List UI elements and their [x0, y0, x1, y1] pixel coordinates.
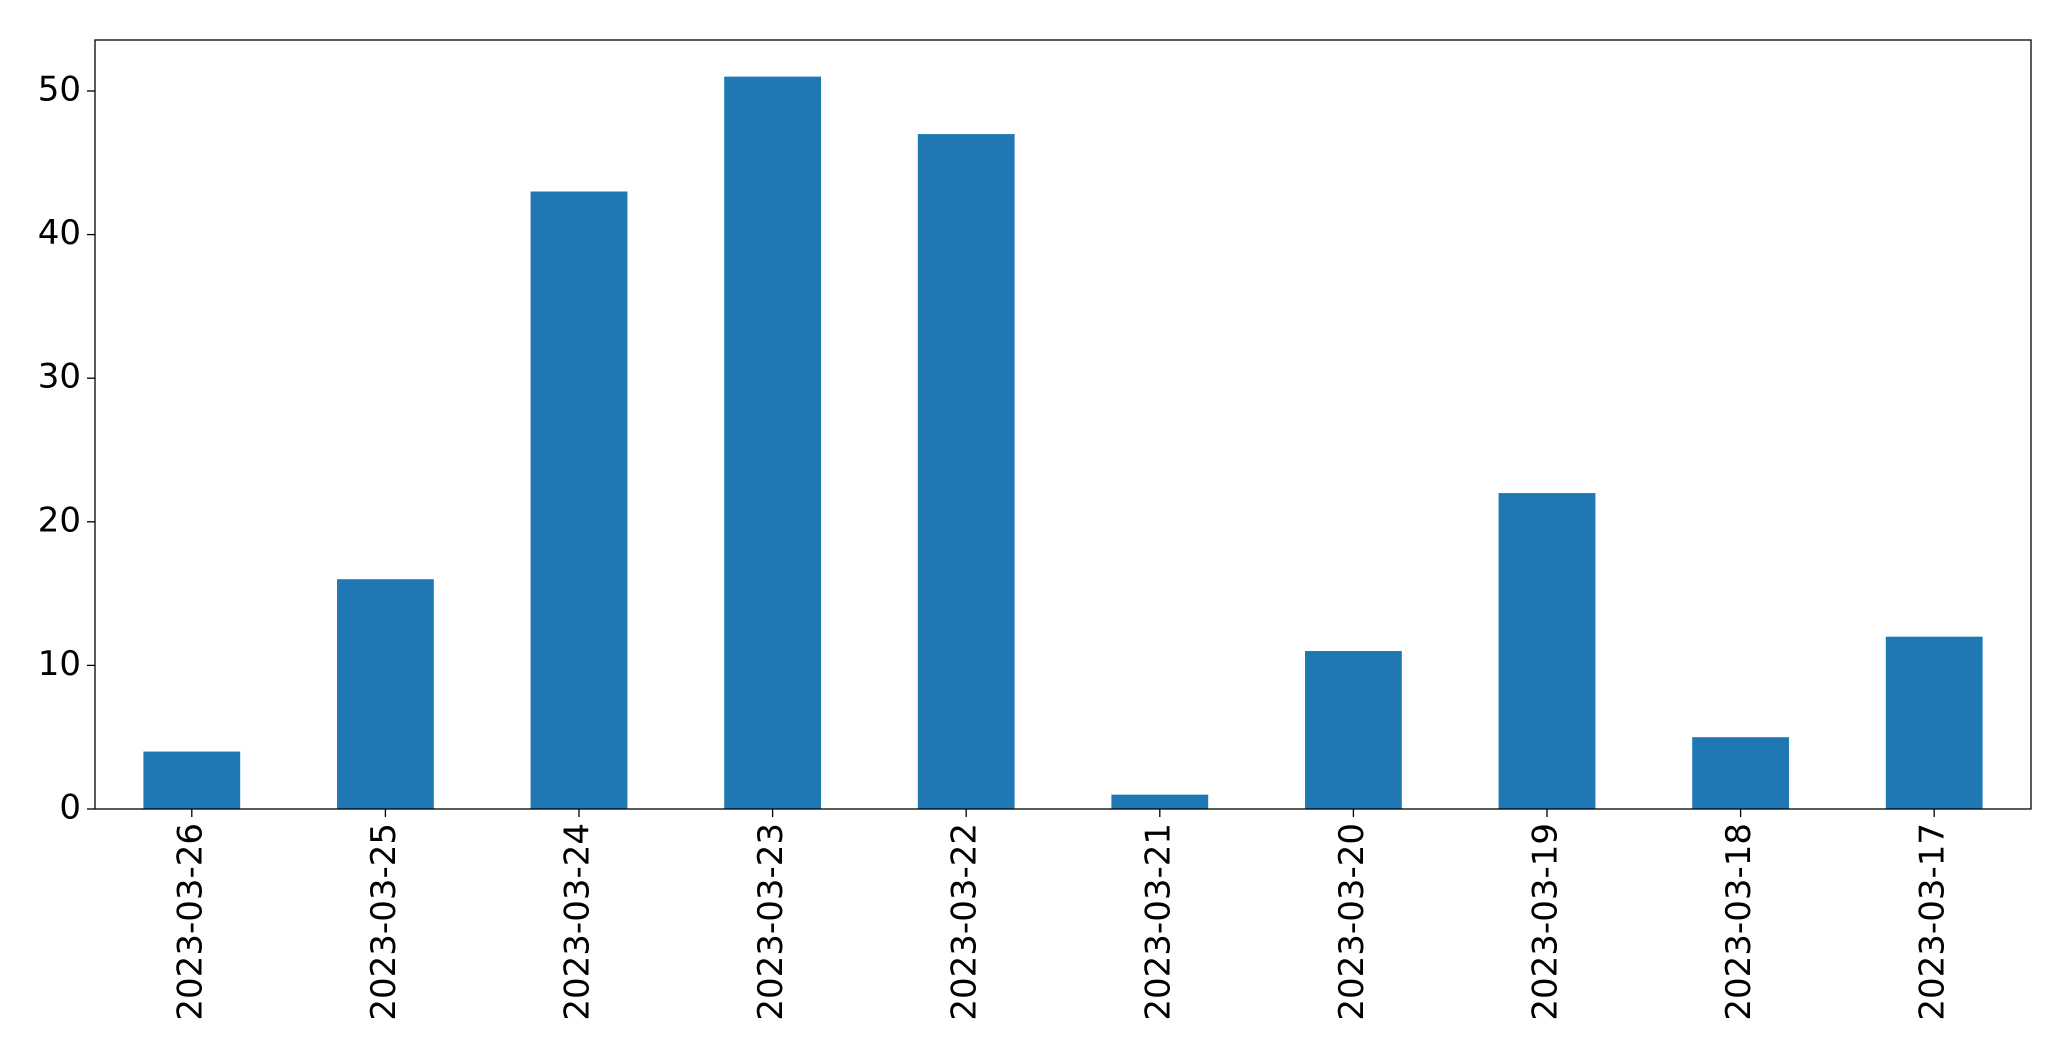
y-tick-label: 30 — [38, 357, 81, 397]
y-tick-label: 10 — [38, 644, 81, 684]
bar — [1305, 651, 1402, 809]
x-tick-label: 2023-03-22 — [945, 823, 985, 1021]
bar — [1111, 794, 1209, 809]
y-tick-label: 0 — [59, 788, 81, 828]
bar — [337, 579, 434, 809]
y-tick-label: 40 — [38, 213, 81, 253]
bar — [1692, 737, 1789, 809]
bar — [724, 76, 821, 810]
plot-frame — [94, 39, 2032, 810]
x-tick-label: 2023-03-23 — [751, 823, 791, 1021]
bar — [1498, 493, 1596, 809]
x-tick-label: 2023-03-17 — [1913, 823, 1953, 1021]
x-tick-label: 2023-03-24 — [558, 823, 598, 1021]
x-tick-label: 2023-03-25 — [364, 823, 404, 1021]
y-tick-label: 20 — [38, 500, 81, 540]
bar — [1885, 636, 1983, 809]
y-tick-label: 50 — [38, 69, 81, 109]
bar — [530, 191, 628, 810]
x-tick-label: 2023-03-19 — [1526, 823, 1566, 1021]
bar — [143, 751, 241, 809]
bar — [917, 134, 1015, 810]
x-tick-label: 2023-03-26 — [170, 823, 210, 1021]
x-tick-label: 2023-03-18 — [1719, 823, 1759, 1021]
x-tick-label: 2023-03-21 — [1138, 823, 1178, 1021]
x-tick-label: 2023-03-20 — [1332, 823, 1372, 1021]
